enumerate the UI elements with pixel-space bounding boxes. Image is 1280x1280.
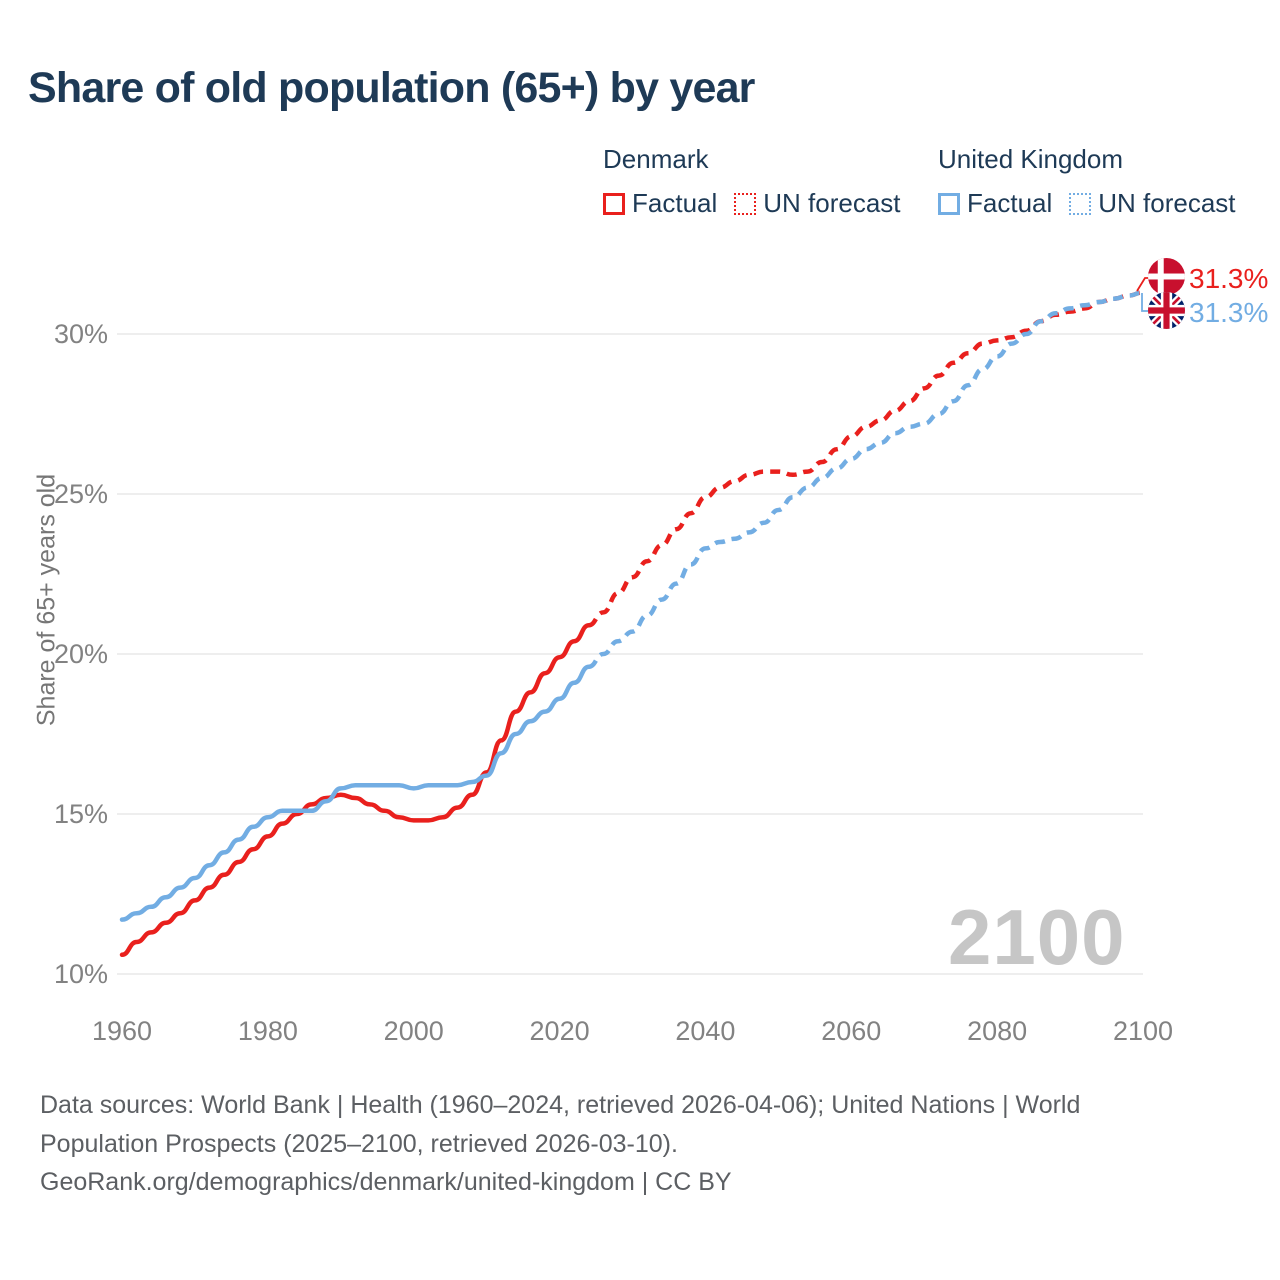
denmark-forecast-label: UN forecast xyxy=(763,188,901,218)
x-tick-label: 1980 xyxy=(238,1016,298,1046)
legend-row-denmark: Factual UN forecast xyxy=(603,188,901,219)
legend-group-united-kingdom: United Kingdom Factual UN forecast xyxy=(938,144,1236,219)
denmark-end-value: 31.3% xyxy=(1189,263,1269,294)
series-path-denmark-dashed xyxy=(588,290,1144,628)
watermark-year: 2100 xyxy=(948,893,1126,981)
x-tick-label: 2080 xyxy=(967,1016,1027,1046)
legend-row-united-kingdom: Factual UN forecast xyxy=(938,188,1236,219)
footer-sources: Data sources: World Bank | Health (1960–… xyxy=(40,1091,1081,1158)
x-tick-label: 2000 xyxy=(384,1016,444,1046)
uk-end-value: 31.3% xyxy=(1189,297,1269,328)
y-tick-label: 20% xyxy=(54,639,108,669)
legend-country-united-kingdom: United Kingdom xyxy=(938,144,1123,174)
x-tick-label: 2100 xyxy=(1113,1016,1173,1046)
x-tick-label: 2020 xyxy=(530,1016,590,1046)
footer-attribution: GeoRank.org/demographics/denmark/united-… xyxy=(40,1168,732,1196)
y-tick-label: 10% xyxy=(54,959,108,989)
uk-forecast-label: UN forecast xyxy=(1098,188,1236,218)
uk-forecast-swatch xyxy=(1069,192,1092,215)
denmark-factual-swatch xyxy=(603,192,625,215)
uk-connector xyxy=(1141,293,1149,312)
uk-factual-label: Factual xyxy=(967,188,1053,218)
uk-factual-swatch xyxy=(938,192,960,215)
legend-group-denmark: Denmark Factual UN forecast xyxy=(603,144,901,219)
x-tick-label: 1960 xyxy=(92,1016,152,1046)
x-tick-label: 2060 xyxy=(821,1016,881,1046)
page-title: Share of old population (65+) by year xyxy=(28,64,755,112)
y-tick-label: 25% xyxy=(54,479,108,509)
legend-country-denmark: Denmark xyxy=(603,144,709,174)
denmark-flag-icon xyxy=(1148,258,1185,295)
series-path-united_kingdom-dashed xyxy=(588,290,1144,670)
uk-flag-icon xyxy=(1148,292,1185,329)
series-path-united_kingdom-solid xyxy=(119,664,591,922)
y-tick-label: 30% xyxy=(54,319,108,349)
denmark-factual-label: Factual xyxy=(632,188,718,218)
x-tick-label: 2040 xyxy=(675,1016,735,1046)
y-axis-title: Share of 65+ years old xyxy=(32,473,61,727)
denmark-forecast-swatch xyxy=(734,192,757,215)
denmark-connector xyxy=(1136,277,1149,292)
footer: Data sources: World Bank | Health (1960–… xyxy=(40,1086,1132,1202)
series-path-denmark-solid xyxy=(119,622,591,958)
y-tick-label: 15% xyxy=(54,799,108,829)
